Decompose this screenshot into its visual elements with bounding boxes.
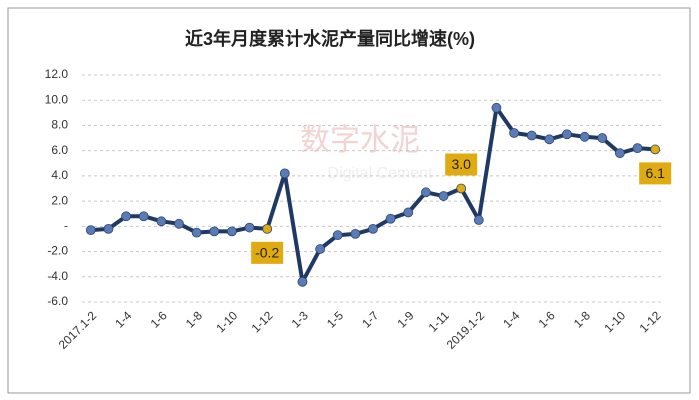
data-point (385, 213, 396, 224)
data-point (456, 183, 467, 194)
data-label: 3.0 (451, 156, 471, 172)
data-point (85, 225, 96, 236)
y-tick-label: 10.0 (45, 92, 69, 106)
data-point (138, 211, 149, 222)
data-point (615, 148, 625, 159)
y-tick-label: 2.0 (51, 193, 68, 207)
data-point (191, 227, 202, 238)
data-point (315, 244, 325, 254)
data-point (156, 216, 167, 227)
data-point (650, 144, 661, 155)
data-point (473, 215, 484, 225)
y-tick-label: -6.0 (47, 294, 68, 308)
data-point (579, 131, 590, 142)
data-point (632, 143, 643, 154)
data-point (297, 276, 308, 287)
data-point (421, 187, 431, 198)
y-tick-label: -2.0 (47, 244, 68, 258)
y-tick-label: 4.0 (51, 168, 68, 182)
y-tick-label: -4.0 (47, 269, 68, 283)
y-tick-label: 6.0 (51, 143, 68, 157)
data-point (262, 223, 273, 234)
y-tick-label: - (64, 219, 68, 233)
data-point (103, 223, 114, 234)
data-point (350, 228, 361, 239)
data-point (403, 207, 414, 218)
watermark: 数字水泥 (300, 124, 420, 157)
y-tick-label: 12.0 (45, 67, 69, 81)
data-label-box (251, 241, 284, 264)
data-label-box (445, 153, 478, 176)
watermark: Digital Cement (328, 165, 433, 182)
data-point (491, 102, 502, 113)
data-label: -0.2 (255, 245, 279, 261)
data-point (279, 168, 290, 179)
data-point (368, 223, 378, 234)
data-point (438, 191, 449, 201)
data-point (227, 226, 237, 237)
data-label: 6.1 (645, 165, 665, 181)
data-point (562, 129, 572, 140)
data-point (509, 128, 519, 138)
data-point (526, 130, 537, 141)
chart-title: 近3年月度累计水泥产量同比增速(%) (185, 28, 475, 49)
data-point (332, 230, 343, 241)
data-point (174, 218, 184, 229)
data-point (121, 211, 131, 222)
data-point (244, 222, 255, 233)
data-label-box (639, 162, 672, 185)
data-point (544, 134, 555, 145)
data-point (209, 226, 220, 237)
chart-frame (7, 7, 691, 394)
y-tick-label: 8.0 (51, 118, 68, 132)
data-point (597, 133, 608, 143)
